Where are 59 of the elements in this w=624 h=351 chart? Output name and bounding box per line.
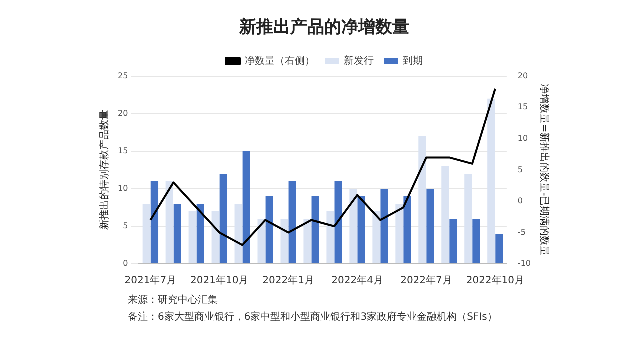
bar	[212, 211, 220, 264]
legend-label: 净数量（右侧）	[245, 54, 315, 67]
y-tick-label: 10	[118, 184, 128, 194]
bar	[188, 211, 196, 264]
bar	[312, 196, 320, 264]
bar	[396, 204, 404, 264]
bar	[288, 181, 296, 264]
bar	[142, 204, 150, 264]
y2-tick-label: 20	[518, 71, 528, 80]
bar	[150, 181, 159, 264]
bar	[326, 211, 334, 264]
legend-label: 到期	[403, 54, 423, 67]
bar	[196, 204, 204, 264]
x-tick-label: 2021年7月	[124, 274, 177, 287]
y-tick-label: 15	[118, 146, 128, 156]
x-tick-label: 2021年10月	[190, 274, 249, 287]
source-note: 来源：研究中心汇集	[128, 294, 219, 308]
x-tick-label: 2022年1月	[262, 274, 314, 287]
x-tick-label: 2022年10月	[466, 274, 525, 287]
y2-tick-label: -5	[518, 228, 526, 237]
y2-tick-label: -10	[518, 259, 532, 268]
bar	[258, 218, 266, 264]
y2-tick-label: 0	[518, 196, 524, 206]
chart-title: 新推出产品的净增数量	[238, 18, 410, 38]
bar	[266, 196, 274, 264]
y-tick-label: 0	[123, 259, 128, 268]
y-tick-label: 5	[123, 222, 128, 231]
bar	[358, 196, 366, 264]
bar	[426, 188, 434, 264]
bar	[450, 218, 458, 264]
bar	[234, 204, 242, 264]
bar	[174, 204, 182, 264]
bar	[442, 166, 450, 264]
legend-label: 新发行	[344, 54, 374, 67]
x-tick-label: 2022年7月	[400, 274, 452, 287]
y2-tick-label: 5	[518, 165, 524, 174]
bar	[418, 136, 426, 264]
bar	[372, 211, 380, 264]
bar	[166, 181, 174, 264]
bar	[242, 151, 250, 264]
bar	[380, 188, 388, 264]
y2-tick-label: 15	[518, 102, 528, 112]
bar	[334, 181, 342, 264]
text: 备注：6家大型商业银行，6家中型和小型商业银行和3家政府专业金融机构（SFIs）	[128, 310, 498, 325]
y2-tick-label: 10	[518, 134, 528, 144]
y-tick-label: 25	[118, 71, 128, 80]
bar	[404, 196, 412, 264]
bar	[464, 174, 472, 264]
bar	[496, 234, 504, 264]
bar	[472, 218, 480, 264]
bar	[350, 188, 358, 264]
bar	[304, 218, 312, 264]
y-tick-label: 20	[118, 109, 128, 118]
x-tick-label: 2022年4月	[332, 274, 384, 287]
y-axis-title: 新推出的特别存款产品数量	[98, 110, 111, 230]
bar	[488, 98, 496, 264]
bar	[280, 218, 288, 264]
y2-axis-title: 净增数量=新推出的数量-已期满的数量	[538, 84, 550, 256]
bar	[220, 174, 228, 264]
